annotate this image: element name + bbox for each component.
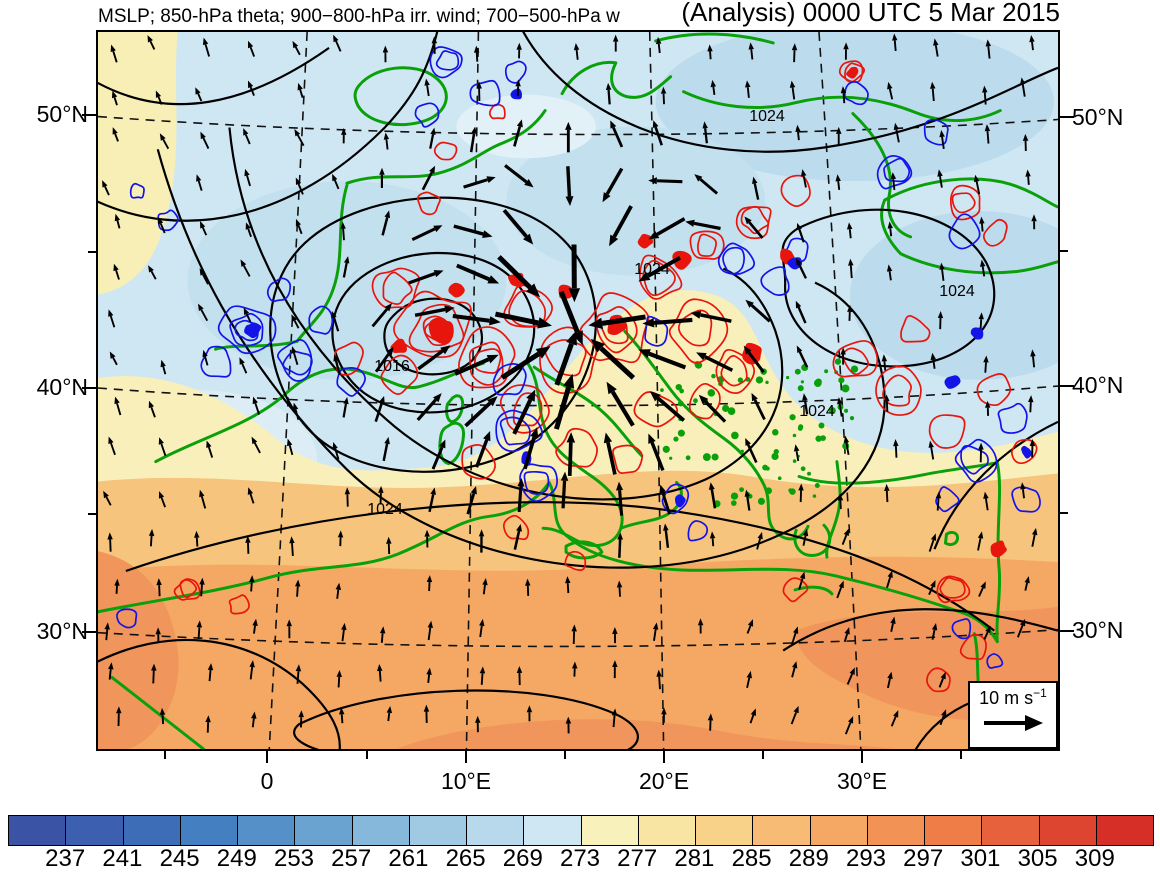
wind-reference-arrow bbox=[984, 715, 1043, 731]
axis-tick bbox=[88, 251, 96, 253]
axis-tick bbox=[465, 751, 467, 763]
colorbar-segment bbox=[1096, 816, 1153, 845]
wind-reference-label: 10 m s−1 bbox=[979, 686, 1047, 708]
colorbar-segment bbox=[467, 816, 525, 845]
axis-tick bbox=[663, 751, 665, 763]
axis-tick bbox=[88, 513, 96, 515]
colorbar-segment bbox=[180, 816, 238, 845]
axis-tick bbox=[82, 114, 96, 116]
colorbar-tick-label: 257 bbox=[331, 845, 372, 872]
colorbar-segment bbox=[66, 816, 124, 845]
colorbar-tick-label: 261 bbox=[388, 845, 429, 872]
colorbar-tick-label: 285 bbox=[731, 845, 772, 872]
axis-tick bbox=[1060, 116, 1074, 118]
axis-tick bbox=[1060, 385, 1074, 387]
colorbar-segment bbox=[753, 816, 811, 845]
colorbar-segment bbox=[696, 816, 754, 845]
map-subtitle: MSLP; 850-hPa theta; 900−800-hPa irr. wi… bbox=[98, 6, 620, 27]
colorbar-segment bbox=[352, 816, 410, 845]
w-contours bbox=[116, 46, 1041, 693]
colorbar-tick-label: 253 bbox=[273, 845, 315, 872]
map-title: (Analysis) 0000 UTC 5 Mar 2015 bbox=[681, 0, 1060, 27]
colorbar-segment bbox=[238, 816, 296, 845]
colorbar-segment bbox=[524, 816, 582, 845]
colorbar-tick-label: 265 bbox=[445, 845, 486, 872]
colorbar-segment bbox=[123, 816, 181, 845]
colorbar-tick-label: 305 bbox=[1017, 845, 1058, 872]
colorbar-tick-label: 237 bbox=[45, 845, 86, 872]
wind-reference-box: 10 m s−1 bbox=[968, 681, 1058, 749]
lon-label-30e: 30°E bbox=[836, 768, 888, 794]
colorbar-tick-label: 281 bbox=[674, 845, 715, 872]
axis-tick bbox=[762, 751, 764, 759]
colorbar-tick-label: 309 bbox=[1074, 845, 1115, 872]
colorbar-tick-label: 277 bbox=[617, 845, 658, 872]
lon-label-0: 0 bbox=[260, 768, 274, 794]
wind-arrows bbox=[102, 33, 1038, 735]
colorbar-segment bbox=[982, 816, 1040, 845]
contour-label: 1024 bbox=[799, 403, 835, 420]
colorbar-segment bbox=[810, 816, 868, 845]
colorbar-tick-label: 269 bbox=[502, 845, 543, 872]
colorbar-tick-label: 241 bbox=[102, 845, 143, 872]
colorbar-segment bbox=[581, 816, 639, 845]
axis-tick bbox=[82, 387, 96, 389]
colorbar-tick-label: 273 bbox=[559, 845, 601, 872]
axis-tick bbox=[266, 751, 268, 763]
lon-label-10e: 10°E bbox=[440, 768, 492, 794]
colorbar-tick-label: 301 bbox=[960, 845, 1001, 872]
contour-label: 1024 bbox=[367, 501, 403, 518]
colorbar-tick-label: 289 bbox=[788, 845, 829, 872]
colorbar-segment bbox=[638, 816, 696, 845]
map-frame: 1024 1024 1024 1024 1024 1016 10 m s−1 bbox=[96, 30, 1060, 751]
colorbar-segment bbox=[925, 816, 983, 845]
axis-tick bbox=[1060, 512, 1068, 514]
axis-tick bbox=[861, 751, 863, 763]
colorbar-tick-label: 249 bbox=[216, 845, 257, 872]
colorbar-tick-label: 245 bbox=[159, 845, 200, 872]
colorbar-segment bbox=[295, 816, 353, 845]
map-canvas bbox=[98, 32, 1058, 749]
lat-label-50n-right: 50°N bbox=[1072, 104, 1124, 130]
axis-tick bbox=[1060, 630, 1074, 632]
colorbar-segment bbox=[9, 816, 67, 845]
contour-label: 1024 bbox=[749, 108, 785, 125]
lat-label-30n-left: 30°N bbox=[36, 618, 88, 644]
axis-tick bbox=[82, 631, 96, 633]
lat-label-40n-right: 40°N bbox=[1072, 372, 1124, 398]
axis-tick bbox=[960, 751, 962, 759]
axis-tick bbox=[1060, 250, 1068, 252]
axis-tick bbox=[366, 751, 368, 759]
lat-label-40n-left: 40°N bbox=[36, 374, 88, 400]
axis-tick bbox=[164, 751, 166, 759]
colorbar-segment bbox=[409, 816, 467, 845]
lon-label-20e: 20°E bbox=[638, 768, 690, 794]
lat-label-30n-right: 30°N bbox=[1072, 617, 1124, 643]
lat-label-50n-left: 50°N bbox=[36, 101, 88, 127]
colorbar-segment bbox=[1039, 816, 1097, 845]
contour-label: 1024 bbox=[634, 261, 670, 278]
axis-tick bbox=[564, 751, 566, 759]
colorbar-tick-label: 293 bbox=[845, 845, 887, 872]
colorbar-tick-label: 297 bbox=[903, 845, 944, 872]
theta-shading bbox=[98, 32, 1058, 749]
colorbar bbox=[8, 815, 1154, 846]
colorbar-segment bbox=[867, 816, 925, 845]
contour-label: 1016 bbox=[374, 358, 410, 375]
contour-label: 1024 bbox=[939, 283, 975, 300]
